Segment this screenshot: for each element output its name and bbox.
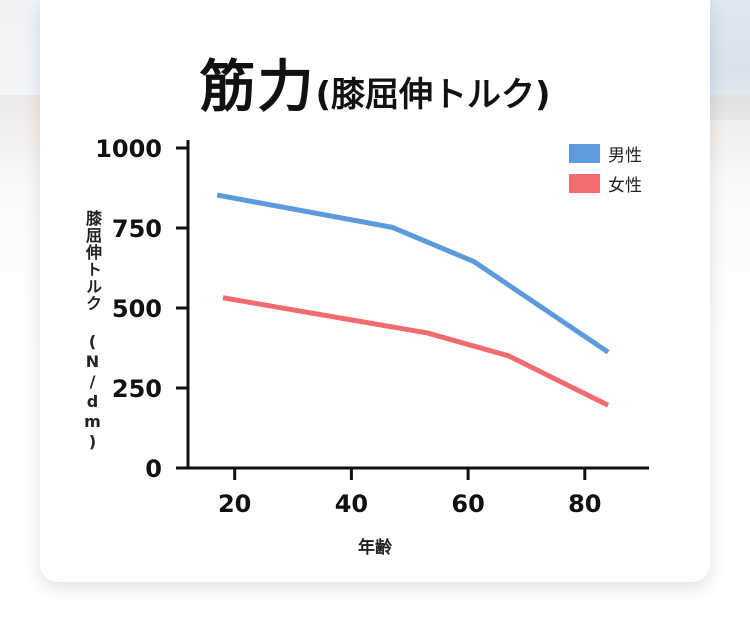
x-tick-label: 40 [335,490,368,518]
y-tick-label: 500 [112,295,162,323]
series-line-female [222,295,610,408]
legend: 男性 女性 [569,138,642,198]
legend-swatch-female [569,173,600,193]
y-tick-label: 1000 [95,135,162,163]
card-header-fade [40,0,710,130]
legend-item-female: 女性 [569,168,642,198]
y-tick-label: 250 [112,375,162,403]
legend-label-male: 男性 [608,145,642,166]
x-tick-label: 80 [568,490,601,518]
legend-label-female: 女性 [608,175,642,196]
chart-title-main: 筋力 [199,55,316,120]
y-axis-label: 膝屈伸トルク (N/dm) [83,210,102,452]
y-tick-label: 750 [112,215,162,243]
x-tick-label: 20 [218,490,251,518]
legend-swatch-male [569,143,600,163]
x-tick-label: 60 [451,490,484,518]
series-line-male [216,192,610,355]
legend-item-male: 男性 [569,138,642,168]
chart-title: 筋力(膝屈伸トルク) [0,42,750,123]
y-tick-label: 0 [145,455,162,483]
chart-title-sub: (膝屈伸トルク) [315,75,551,115]
x-axis-label: 年齢 [358,538,392,558]
